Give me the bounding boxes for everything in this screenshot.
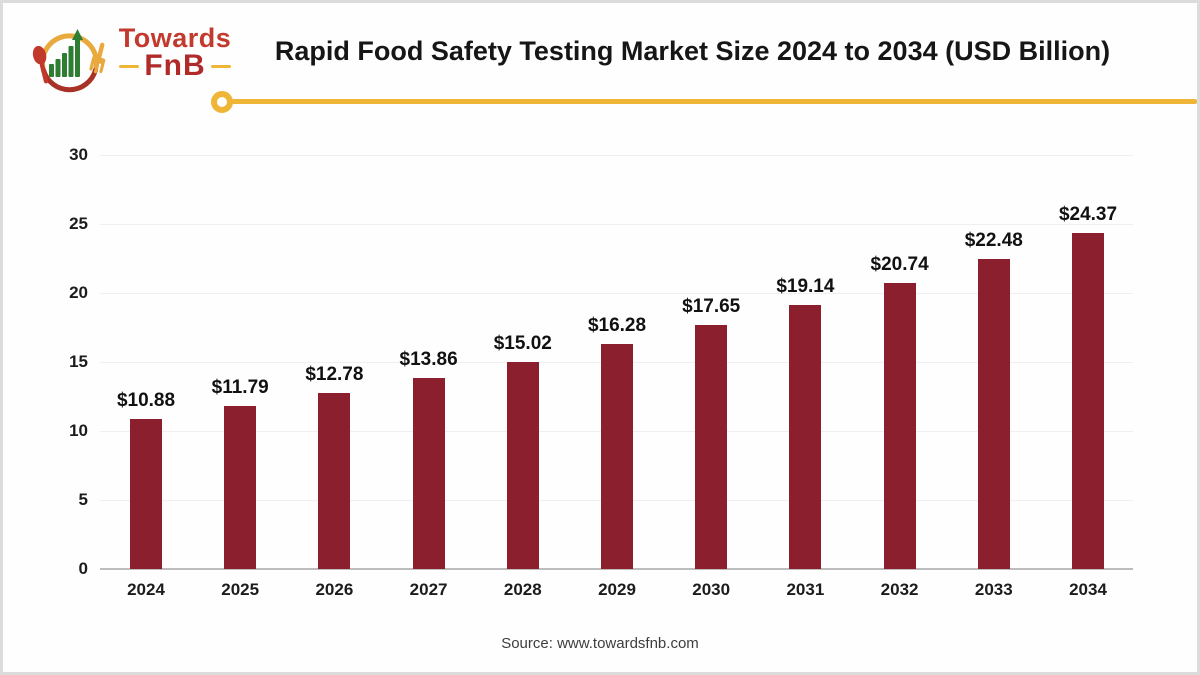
y-axis-tick-20: 20	[69, 283, 88, 302]
chart-title: Rapid Food Safety Testing Market Size 20…	[274, 36, 1111, 66]
bar-value-2033: $22.48	[964, 229, 1023, 251]
brand-name-fnb: FnB	[144, 49, 206, 82]
bar-2032	[883, 282, 916, 569]
bar-value-2031: $19.14	[776, 275, 835, 297]
bar-2027	[412, 377, 445, 569]
x-axis-tick-2031: 2031	[786, 580, 825, 599]
x-axis-tick-2027: 2027	[409, 580, 448, 599]
divider-ring-icon	[211, 91, 233, 113]
x-axis-tick-2030: 2030	[692, 580, 731, 599]
bar-2033	[977, 258, 1010, 569]
bar-value-2032: $20.74	[870, 253, 929, 275]
gridline-25	[100, 224, 1133, 225]
brand-name-towards: Towards	[118, 23, 232, 53]
y-axis-tick-5: 5	[78, 490, 88, 509]
x-axis-tick-2024: 2024	[127, 580, 165, 599]
bar-value-2027: $13.86	[399, 348, 458, 370]
bar-value-2029: $16.28	[587, 315, 647, 337]
bar-value-2034: $24.37	[1058, 203, 1118, 225]
bar-value-2024: $10.88	[116, 389, 176, 411]
brand-dash-left	[119, 64, 140, 68]
x-axis-tick-2034: 2034	[1069, 580, 1107, 599]
divider-line	[232, 99, 1197, 104]
bar-2024	[130, 418, 162, 569]
header-divider	[211, 91, 1197, 113]
towards-fnb-logo-text: Towards FnB	[115, 23, 235, 81]
brand-dash-right	[210, 64, 231, 68]
x-axis-tick-2029: 2029	[598, 580, 636, 599]
gridline-20	[100, 293, 1133, 294]
x-axis-tick-2032: 2032	[880, 580, 919, 599]
bar-2034	[1072, 232, 1104, 569]
y-axis-tick-30: 30	[69, 145, 88, 164]
y-axis-tick-10: 10	[69, 421, 88, 440]
towards-fnb-logo: Towards FnB	[27, 21, 231, 95]
bar-value-2030: $17.65	[682, 296, 741, 318]
x-axis-tick-2028: 2028	[503, 580, 542, 599]
x-axis-tick-2025: 2025	[221, 580, 260, 599]
bar-value-2025: $11.79	[211, 377, 269, 399]
bar-2025	[224, 406, 257, 569]
x-axis-tick-2033: 2033	[974, 580, 1013, 599]
x-axis-tick-2026: 2026	[315, 580, 354, 599]
x-axis-line	[100, 568, 1133, 570]
bar-chart: 0 5 10 15 20 25 30 $10.88 2024 $11.79 2025 $12.78 20…	[3, 3, 1197, 672]
y-axis-tick-15: 15	[69, 352, 88, 371]
towards-fnb-logo-icon	[32, 29, 106, 93]
bar-value-2026: $12.78	[305, 363, 364, 385]
logo-fork-icon	[89, 42, 106, 74]
bar-2026	[318, 392, 351, 569]
bar-2031	[789, 304, 822, 569]
logo-spoon-icon	[32, 45, 49, 84]
gridline-30	[100, 155, 1133, 156]
bar-2029	[601, 344, 633, 569]
bar-2030	[695, 325, 728, 569]
y-axis-tick-0: 0	[78, 559, 88, 578]
y-axis-tick-25: 25	[69, 214, 88, 233]
bar-value-2028: $15.02	[493, 332, 552, 354]
source-text: Source: www.towardsfnb.com	[501, 635, 699, 652]
bar-2028	[506, 361, 539, 569]
logo-growth-bars-icon	[49, 29, 83, 77]
